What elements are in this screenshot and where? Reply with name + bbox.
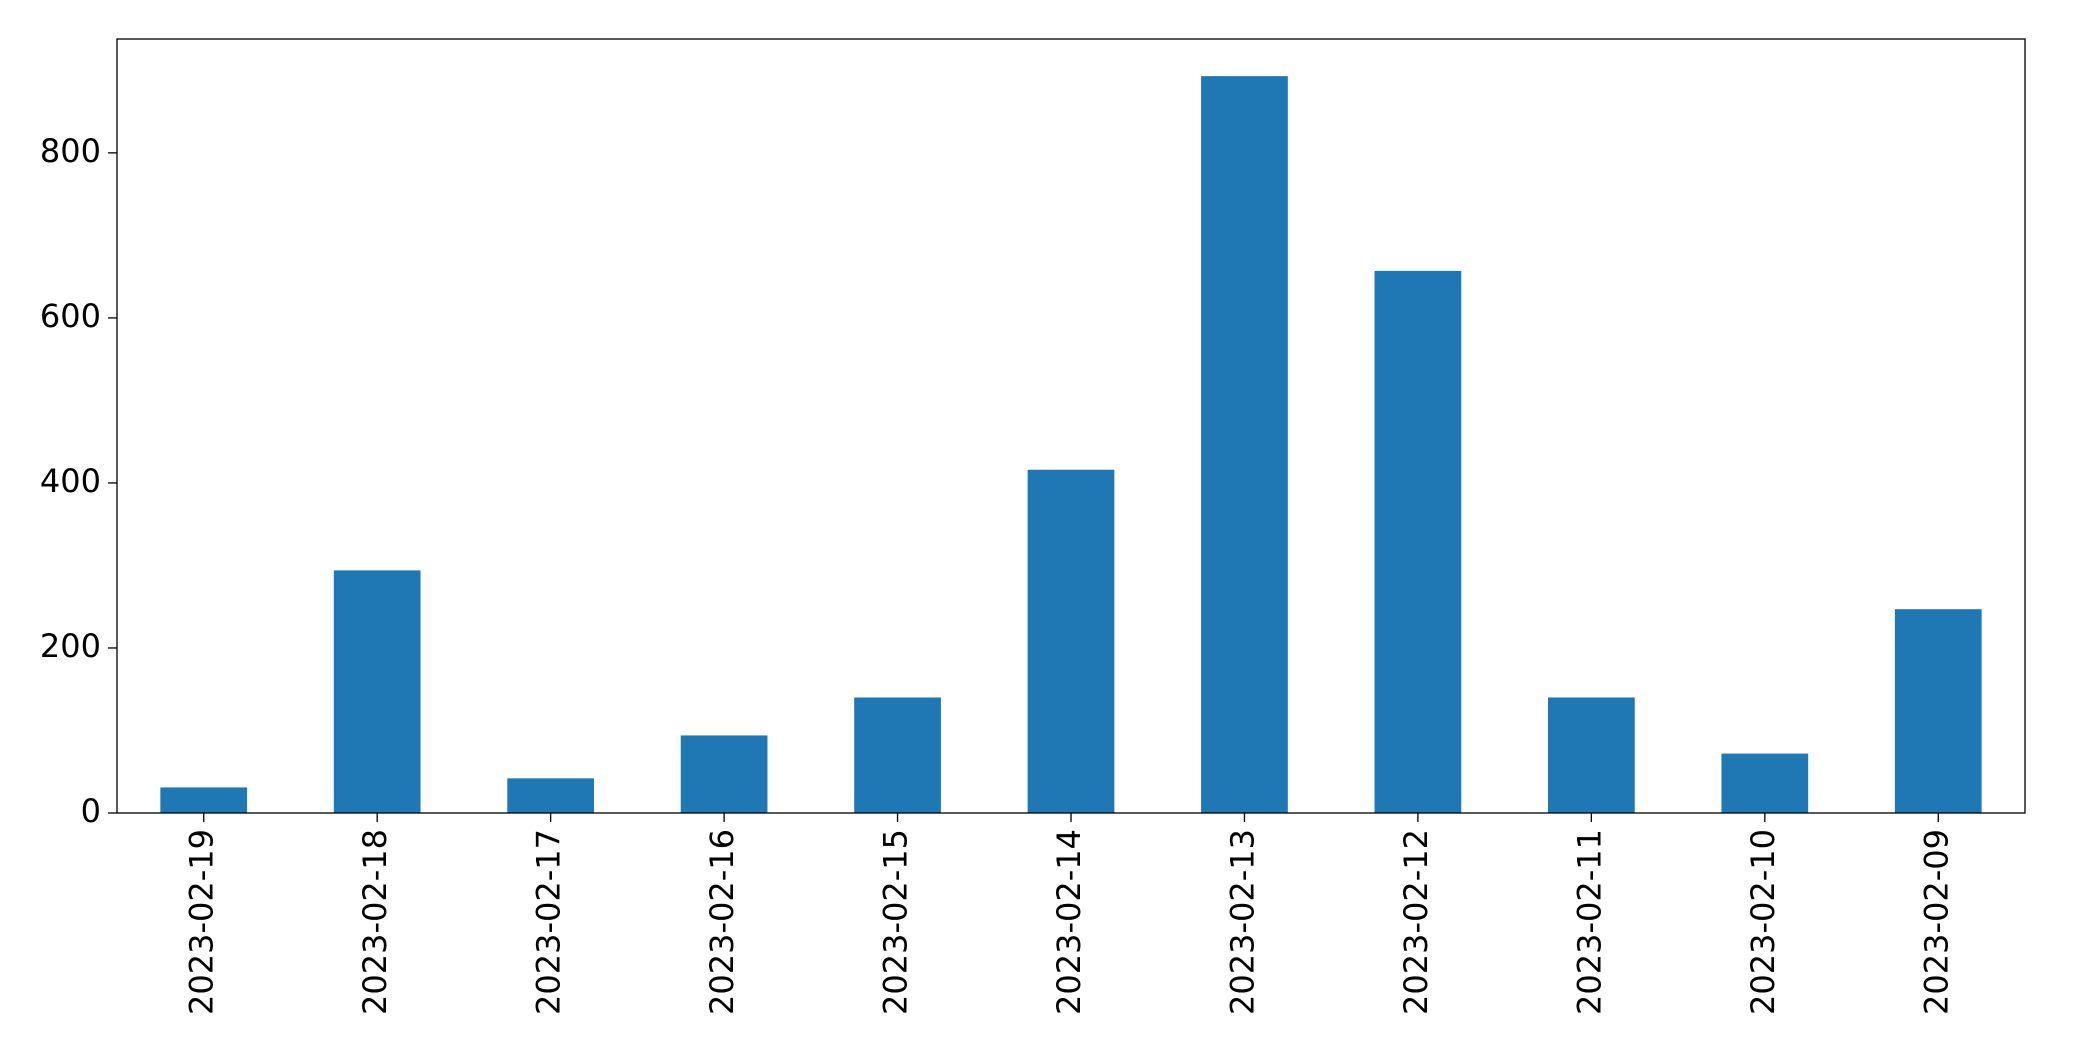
x-tick-label: 2023-02-18	[356, 829, 394, 1015]
y-tick-label: 200	[40, 627, 101, 665]
bar	[1894, 609, 1982, 813]
x-tick-label: 2023-02-15	[877, 829, 915, 1015]
plot-area: 0 200 400 600 800 2023-02-19 2023-02-18 2023-02…	[40, 76, 1982, 1015]
bar	[1374, 270, 1462, 813]
bar	[1201, 76, 1288, 813]
bar	[1027, 469, 1115, 813]
x-tick-label: 2023-02-16	[703, 829, 741, 1015]
y-tick-label: 800	[40, 132, 101, 170]
y-tick-label: 600	[40, 297, 101, 335]
bar	[160, 787, 248, 813]
x-tick-label: 2023-02-14	[1050, 829, 1088, 1015]
y-tick-label: 0	[81, 792, 101, 830]
x-tick-label: 2023-02-11	[1570, 829, 1608, 1015]
axes-frame	[116, 38, 2026, 814]
x-tick-label: 2023-02-13	[1223, 829, 1261, 1015]
bar	[680, 735, 768, 813]
x-tick-label: 2023-02-12	[1397, 829, 1435, 1015]
y-tick-label: 400	[40, 462, 101, 500]
bar	[1548, 697, 1635, 813]
x-tick-label: 2023-02-10	[1744, 829, 1782, 1015]
x-tick-label: 2023-02-09	[1917, 829, 1955, 1015]
bar	[1721, 753, 1809, 813]
bar	[854, 697, 941, 813]
bar	[333, 570, 421, 813]
x-tick-label: 2023-02-19	[183, 829, 221, 1015]
bar	[507, 778, 594, 813]
x-tick-label: 2023-02-17	[530, 829, 568, 1015]
